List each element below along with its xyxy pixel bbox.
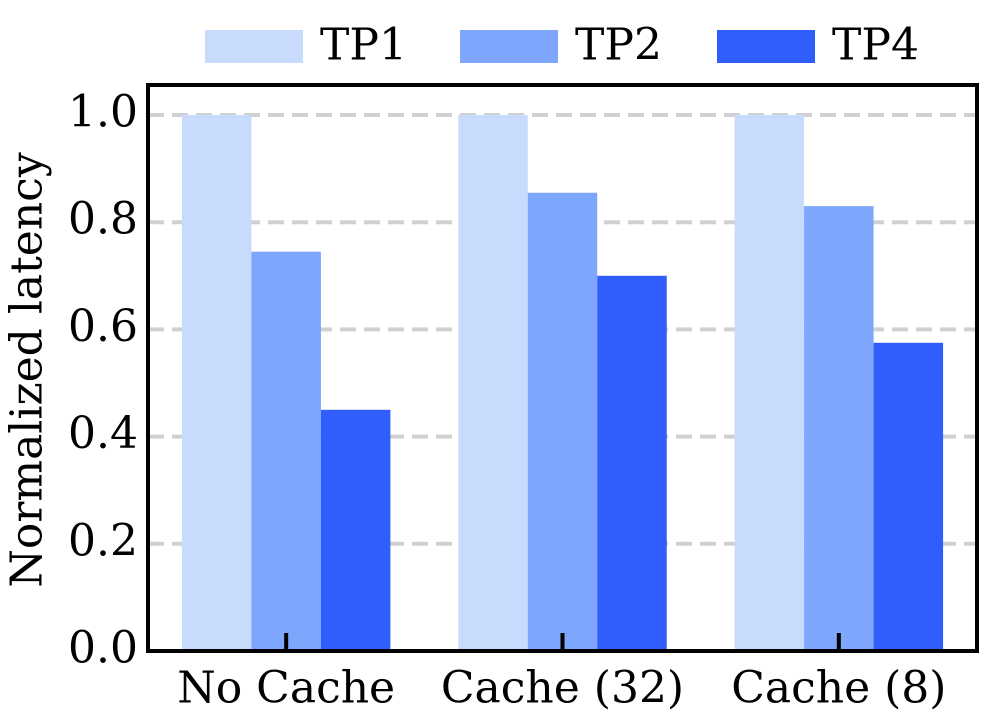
y-tick-label: 0.8 (68, 194, 138, 245)
legend-swatch (205, 30, 303, 63)
y-tick-label: 0.4 (68, 408, 138, 459)
legend-label: TP4 (832, 20, 919, 71)
x-tick-label: No Cache (177, 663, 395, 714)
legend-swatch (717, 30, 815, 63)
bar (527, 192, 598, 651)
bar (597, 275, 667, 651)
y-tick-label: 1.0 (68, 87, 138, 138)
legend-label: TP1 (320, 20, 407, 71)
x-tick-label: Cache (32) (441, 663, 684, 714)
bar (181, 115, 252, 652)
y-tick-label: 0.6 (68, 301, 138, 352)
bar (458, 115, 528, 652)
bar (251, 251, 321, 651)
legend-swatch (460, 30, 558, 63)
y-tick-label: 0.2 (68, 515, 138, 566)
bar (734, 115, 805, 652)
bar (320, 409, 391, 651)
bar (804, 206, 874, 651)
y-axis-label: Normalized latency (2, 152, 53, 588)
y-tick-label: 0.0 (68, 623, 138, 674)
x-tick-label: Cache (8) (731, 663, 946, 714)
plot-frame (146, 83, 979, 653)
legend-label: TP2 (575, 20, 662, 71)
bar (873, 342, 944, 651)
